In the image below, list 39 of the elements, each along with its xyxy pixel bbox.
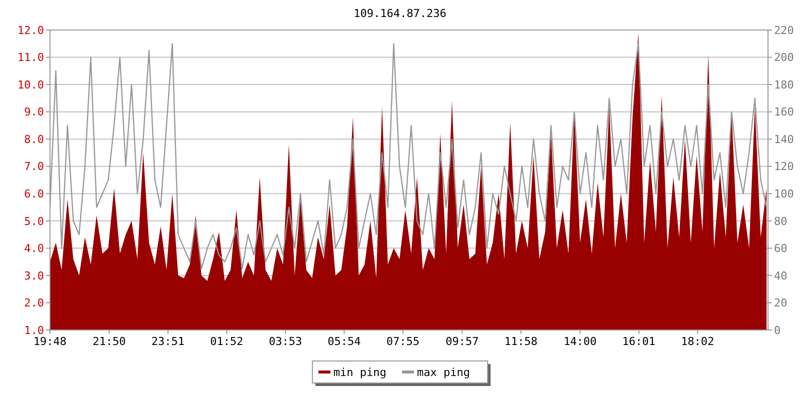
x-tick-label: 23:51 (151, 335, 185, 348)
y-tick-label: 10.0 (18, 78, 44, 92)
y2-tick-label: 140 (774, 132, 794, 146)
x-tick-label: 21:50 (92, 335, 126, 348)
x-tick-label: 09:57 (446, 335, 479, 348)
y-tick-label: 5.0 (24, 214, 44, 228)
y-tick-label: 1.0 (24, 324, 44, 337)
x-tick-label: 05:54 (328, 335, 362, 348)
legend-label: max ping (417, 366, 470, 379)
y-tick-label: 2.0 (24, 296, 44, 310)
y2-tick-label: 20 (774, 296, 788, 310)
x-tick-label: 16:01 (622, 335, 656, 348)
chart-title: 109.164.87.236 (354, 7, 446, 20)
y-tick-label: 7.0 (24, 160, 44, 174)
y2-tick-label: 160 (774, 106, 794, 119)
y2-tick-label: 0 (774, 324, 781, 337)
legend-label: min ping (333, 366, 386, 379)
y-tick-label: 3.0 (24, 269, 44, 282)
y-tick-label: 12.0 (18, 24, 44, 37)
x-tick-label: 18:02 (681, 335, 714, 348)
y2-tick-label: 80 (774, 214, 788, 228)
y-tick-label: 6.0 (24, 187, 44, 200)
x-tick-label: 19:48 (33, 335, 67, 348)
y2-tick-label: 120 (774, 160, 794, 174)
x-tick-label: 14:00 (564, 335, 597, 348)
y-tick-label: 8.0 (24, 132, 44, 146)
y2-tick-label: 60 (774, 242, 788, 256)
x-tick-label: 01:52 (210, 335, 244, 348)
y2-tick-label: 40 (774, 269, 788, 282)
y-tick-label: 9.0 (24, 106, 44, 119)
y-tick-label: 11.0 (18, 51, 44, 64)
x-tick-label: 07:55 (386, 335, 420, 348)
y-tick-label: 4.0 (24, 242, 44, 256)
y2-tick-label: 200 (774, 51, 794, 64)
y2-tick-label: 220 (774, 24, 794, 37)
x-tick-label: 11:58 (504, 335, 538, 348)
y2-tick-label: 180 (774, 78, 794, 92)
y2-tick-label: 100 (774, 187, 794, 200)
x-tick-label: 03:53 (268, 335, 302, 348)
